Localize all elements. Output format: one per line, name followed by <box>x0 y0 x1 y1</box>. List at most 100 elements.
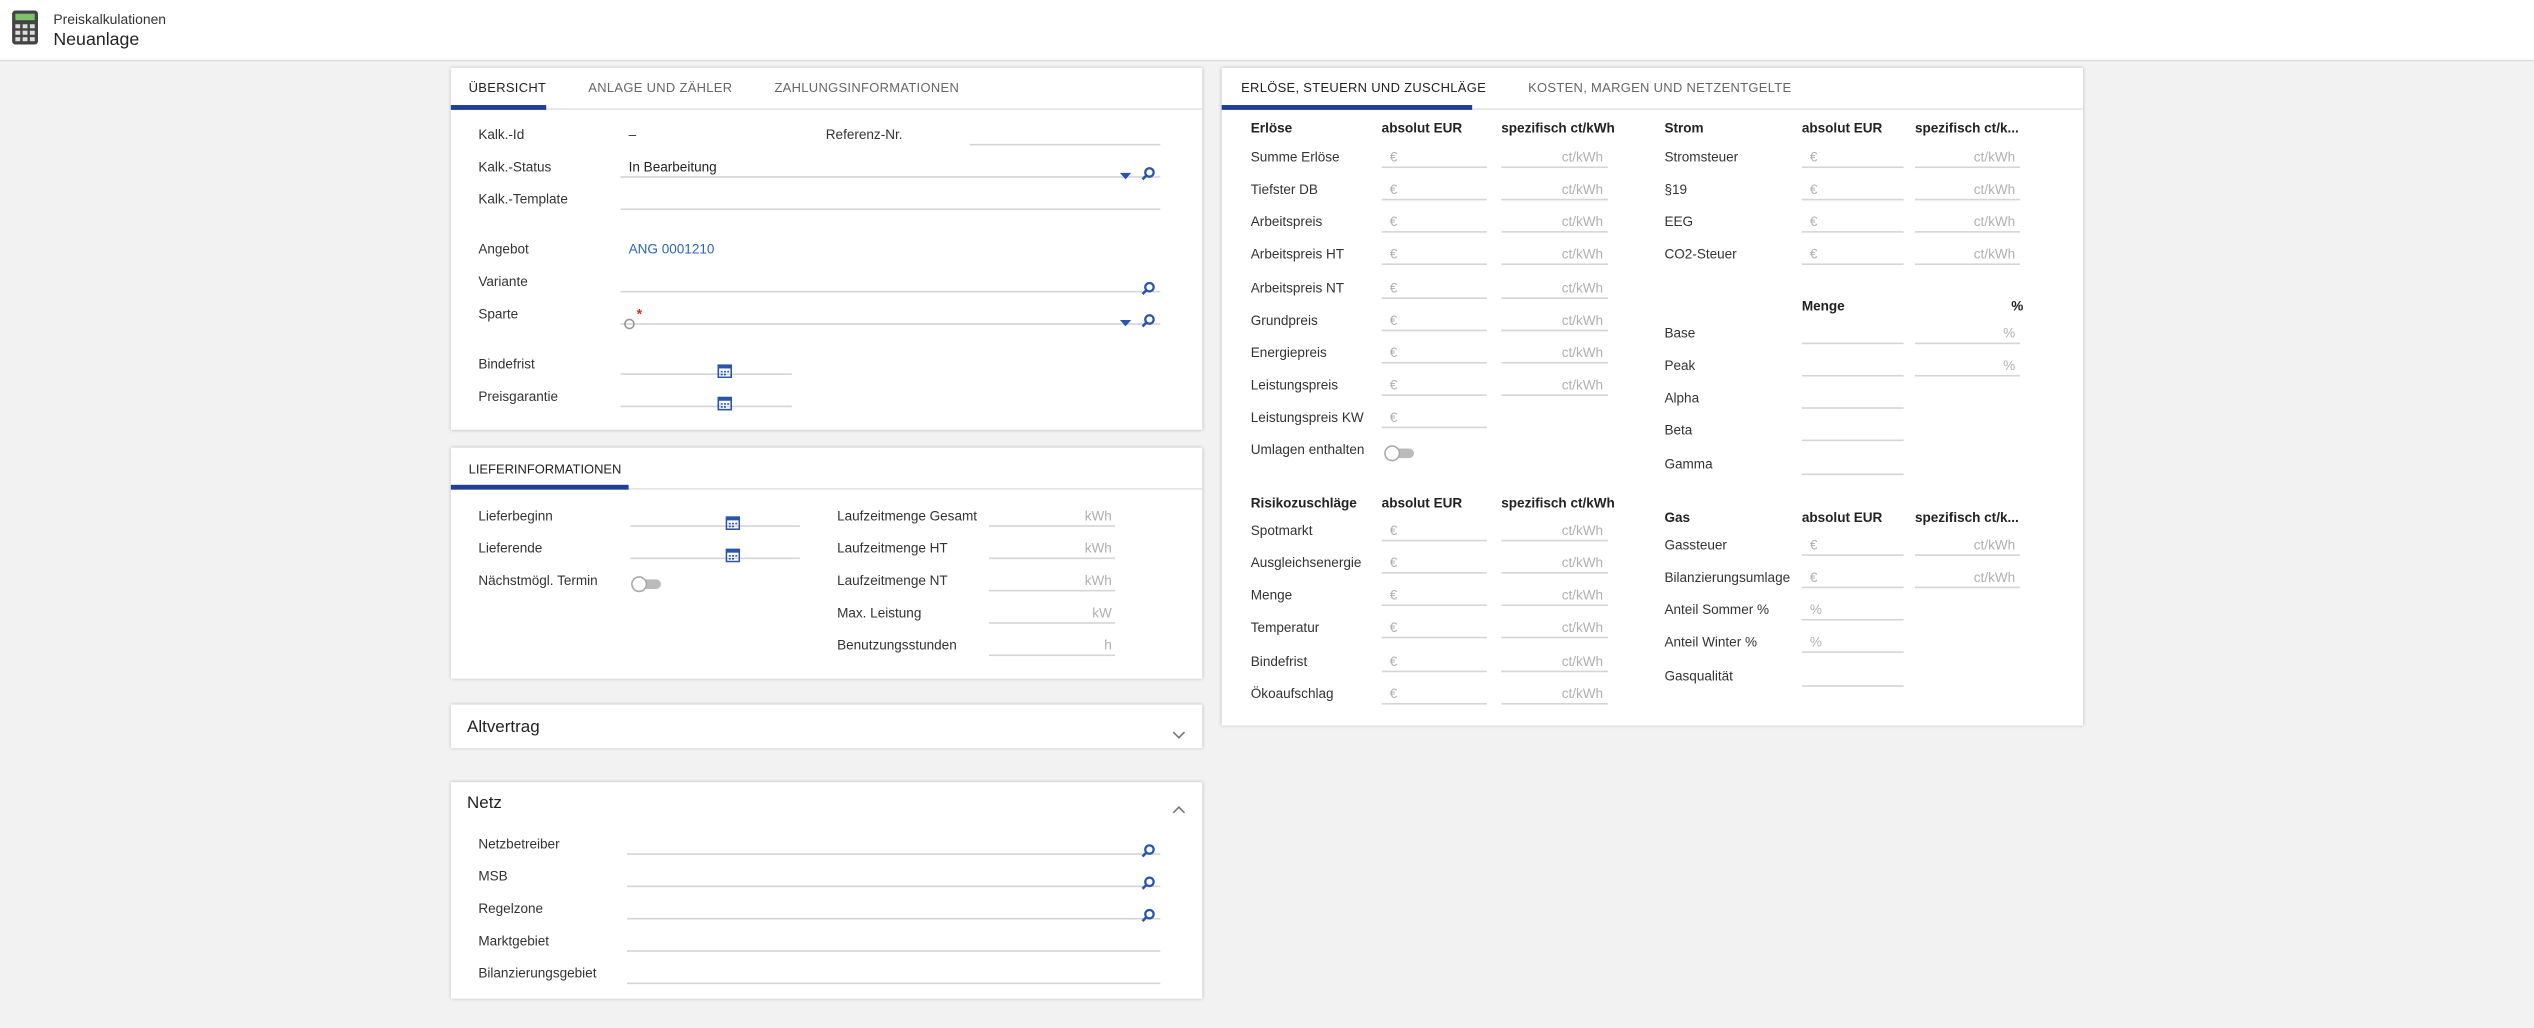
calendar-icon[interactable] <box>725 508 741 530</box>
input-field[interactable] <box>1801 664 1904 687</box>
input-field[interactable] <box>627 930 1161 953</box>
input-field[interactable] <box>1381 649 1487 672</box>
input-field[interactable] <box>1381 519 1487 542</box>
input-field[interactable] <box>627 897 1161 920</box>
input-field[interactable] <box>1801 598 1904 622</box>
input-field[interactable] <box>630 504 800 527</box>
tab[interactable]: KOSTEN, MARGEN UND NETZENTGELTE <box>1528 80 1792 96</box>
input-field[interactable] <box>1914 211 2021 234</box>
input-field[interactable] <box>1381 145 1487 169</box>
input-field[interactable] <box>1501 682 1608 705</box>
tab-active[interactable]: ÜBERSICHT <box>468 80 547 96</box>
input-field[interactable] <box>1801 452 1904 475</box>
input-field[interactable] <box>1501 276 1608 299</box>
input-field[interactable] <box>627 962 1161 985</box>
input-field[interactable] <box>988 504 1116 527</box>
input-field[interactable] <box>1801 533 1904 556</box>
input-field[interactable] <box>1381 584 1487 607</box>
input-field[interactable] <box>988 633 1116 657</box>
input-field[interactable] <box>1501 373 1608 396</box>
input-field[interactable] <box>1381 341 1487 364</box>
dropdown-arrow[interactable] <box>1118 308 1133 326</box>
input-field[interactable] <box>1914 178 2021 201</box>
input-field[interactable] <box>1501 649 1608 672</box>
input-field[interactable] <box>1381 276 1487 299</box>
calendar-icon[interactable] <box>717 389 733 410</box>
tab[interactable]: ANLAGE UND ZÄHLER <box>588 80 733 96</box>
input-field[interactable] <box>1801 631 1904 654</box>
dropdown-arrow[interactable] <box>1118 161 1133 179</box>
input-field[interactable] <box>1801 419 1904 442</box>
input-field[interactable] <box>1501 308 1608 331</box>
input-field[interactable] <box>1501 211 1608 234</box>
input-field[interactable] <box>620 270 1161 293</box>
input-field[interactable] <box>630 537 800 560</box>
input-field[interactable] <box>988 537 1116 560</box>
input-field[interactable] <box>1501 616 1608 640</box>
input-field[interactable] <box>1501 341 1608 364</box>
input-field[interactable] <box>1801 243 1904 266</box>
field-label: Variante <box>478 273 528 290</box>
input-field[interactable] <box>1914 566 2021 589</box>
input-field[interactable] <box>620 302 1161 325</box>
search-icon[interactable] <box>1141 306 1156 327</box>
column-header: Menge <box>1801 297 1845 314</box>
field-label: Netzbetreiber <box>478 835 560 852</box>
placeholder: € <box>1389 213 1398 230</box>
input-field[interactable] <box>1381 682 1487 705</box>
input-field[interactable] <box>1381 373 1487 396</box>
input-field[interactable] <box>1381 243 1487 266</box>
input-field[interactable] <box>627 865 1161 888</box>
input-field[interactable] <box>1381 551 1487 574</box>
input-field[interactable] <box>988 569 1116 592</box>
input-field[interactable] <box>620 385 792 408</box>
input-field[interactable] <box>1501 178 1608 201</box>
toggle-switch[interactable] <box>1383 441 1419 462</box>
input-field[interactable] <box>1801 387 1904 410</box>
search-icon[interactable] <box>1141 869 1156 890</box>
input-field[interactable] <box>1501 551 1608 574</box>
input-field[interactable] <box>1914 243 2021 266</box>
input-field[interactable] <box>1381 616 1487 640</box>
search-icon[interactable] <box>1141 901 1156 922</box>
input-field[interactable] <box>1914 533 2021 556</box>
input-field[interactable] <box>1914 322 2021 345</box>
chevron-down[interactable] <box>1172 720 1187 739</box>
input-field[interactable] <box>1801 211 1904 234</box>
input-field[interactable] <box>620 187 1161 211</box>
input-field[interactable] <box>620 352 792 375</box>
input-field[interactable] <box>1501 584 1608 607</box>
input-field[interactable] <box>1501 519 1608 542</box>
input-field[interactable] <box>1381 211 1487 234</box>
search-icon[interactable] <box>1141 159 1156 180</box>
input-field[interactable] <box>1801 322 1904 345</box>
input-field[interactable] <box>627 832 1161 855</box>
input-field[interactable] <box>1801 145 1904 169</box>
field-label: Alpha <box>1664 389 1700 407</box>
input-field[interactable] <box>969 123 1161 146</box>
chevron-up[interactable] <box>1172 796 1187 813</box>
tab[interactable]: ZAHLUNGSINFORMATIONEN <box>774 80 960 96</box>
input-field[interactable] <box>1501 243 1608 266</box>
search-icon[interactable] <box>1141 836 1156 857</box>
input-field[interactable] <box>1801 178 1904 201</box>
search-icon[interactable] <box>1141 274 1156 295</box>
input-field[interactable] <box>1381 406 1487 429</box>
input-field[interactable] <box>1801 566 1904 589</box>
input-field[interactable] <box>1381 178 1487 201</box>
input-field[interactable] <box>1501 145 1608 169</box>
input-field[interactable] <box>1801 354 1904 377</box>
input-field[interactable] <box>1914 145 2021 169</box>
toggle-switch[interactable] <box>630 571 666 592</box>
field-label: Umlagen enthalten <box>1250 441 1365 458</box>
input-field[interactable] <box>620 155 1161 178</box>
input-field[interactable] <box>988 601 1116 624</box>
input-field[interactable] <box>1914 354 2021 377</box>
input-field[interactable] <box>1381 308 1487 331</box>
tab-active[interactable]: ERLÖSE, STEUERN UND ZUSCHLÄGE <box>1241 80 1487 96</box>
altvertrag-card[interactable] <box>450 704 1203 749</box>
radio-icon[interactable] <box>624 308 635 329</box>
calendar-icon[interactable] <box>717 356 733 378</box>
calendar-icon[interactable] <box>725 541 741 562</box>
